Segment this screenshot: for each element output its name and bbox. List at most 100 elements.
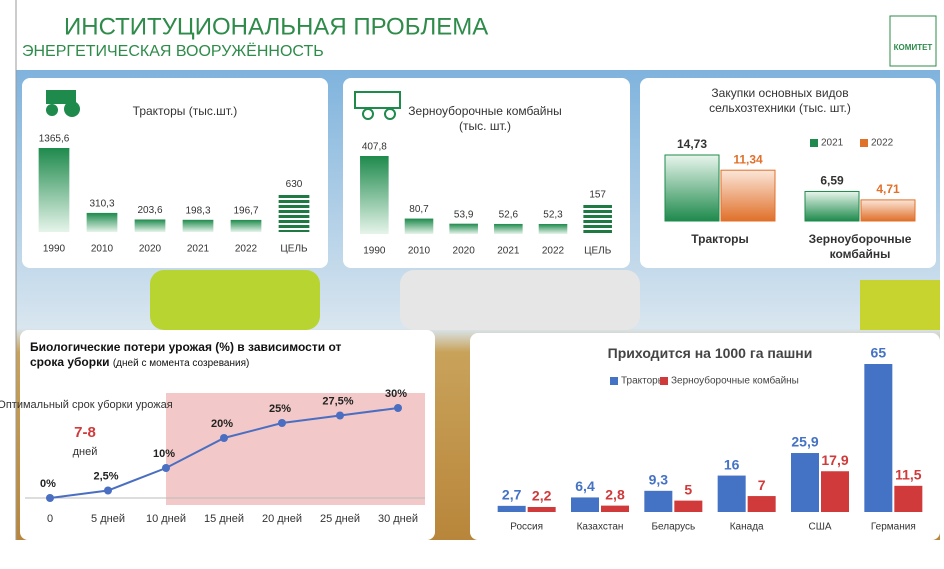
legend-swatch <box>860 139 868 147</box>
logo-text: КОМИТЕТ <box>894 43 933 52</box>
page-title: ИНСТИТУЦИОНАЛЬНАЯ ПРОБЛЕМА <box>64 13 488 40</box>
value-label: 14,73 <box>677 137 707 151</box>
value-label: 9,3 <box>649 472 669 488</box>
value-label: 203,6 <box>137 205 162 216</box>
x-tick-label: 2010 <box>408 246 431 257</box>
x-tick-label: 25 дней <box>320 513 360 525</box>
bar <box>894 485 923 512</box>
annotation: Оптимальный срок уборки урожая <box>0 399 173 411</box>
bar <box>571 497 599 512</box>
x-tick-label: Россия <box>510 522 543 533</box>
x-tick-label: 2020 <box>453 246 476 257</box>
chart-title: Приходится на 1000 га пашни <box>607 345 813 361</box>
x-tick-label: США <box>808 522 831 533</box>
value-label: 5 <box>684 481 692 497</box>
bar <box>860 199 916 222</box>
legend-label: 2022 <box>871 138 894 149</box>
value-label: 2,2 <box>532 488 552 504</box>
x-tick-label: 0 <box>47 513 53 525</box>
value-label: 310,3 <box>89 199 114 210</box>
bar <box>278 193 310 232</box>
x-tick-label: 5 дней <box>91 513 125 525</box>
legend-swatch <box>660 377 668 385</box>
value-label: 198,3 <box>185 205 210 216</box>
bar <box>182 219 214 232</box>
tractor-shape <box>150 270 320 330</box>
bar <box>38 148 70 232</box>
value-label: 17,9 <box>821 452 848 468</box>
value-label: 7 <box>758 477 766 493</box>
bar <box>583 203 612 234</box>
tractor-shape <box>860 280 940 330</box>
value-label: 25,9 <box>791 434 818 450</box>
x-tick-label: ЦЕЛЬ <box>584 246 612 257</box>
point <box>162 464 170 472</box>
bar <box>404 218 434 234</box>
x-tick-label: 2020 <box>139 244 162 255</box>
value-label: 52,3 <box>543 210 563 221</box>
highlight-region <box>166 393 425 505</box>
bar <box>747 496 776 512</box>
logo <box>889 15 937 67</box>
point <box>46 494 54 502</box>
point <box>336 411 344 420</box>
value-label: 1365,6 <box>39 134 70 145</box>
x-tick-label: Германия <box>871 522 916 533</box>
point <box>394 404 402 412</box>
page-subtitle: ЭНЕРГЕТИЧЕСКАЯ ВООРУЖЁННОСТЬ <box>22 42 324 60</box>
value-label: 630 <box>286 179 303 190</box>
x-tick-label: Тракторы <box>691 232 749 246</box>
value-label: 407,8 <box>362 142 387 153</box>
value-label: 11,34 <box>733 152 763 166</box>
value-label: 20% <box>211 418 233 430</box>
x-tick-label: 10 дней <box>146 513 186 525</box>
bar <box>494 223 523 234</box>
value-label: 53,9 <box>454 209 474 220</box>
x-tick-label: 2021 <box>497 246 520 257</box>
bar <box>664 154 720 222</box>
value-label: 10% <box>153 448 175 460</box>
bar <box>864 364 893 512</box>
bar <box>644 490 673 512</box>
bar <box>538 223 568 234</box>
value-label: 80,7 <box>409 204 429 215</box>
bar <box>791 453 819 512</box>
point <box>278 419 286 427</box>
x-tick-label: 1990 <box>43 244 66 255</box>
bar <box>497 505 526 512</box>
chart-title: Зерноуборочные комбайны (тыс. шт.) <box>408 104 562 133</box>
combine-shape <box>400 270 640 330</box>
bar <box>527 506 556 512</box>
x-tick-label: 2022 <box>542 246 565 257</box>
tractor-icon <box>46 90 80 117</box>
combine-icon <box>354 91 401 120</box>
legend-label: Тракторы <box>621 376 665 387</box>
legend-swatch <box>810 139 818 147</box>
value-label: 196,7 <box>233 206 258 217</box>
x-tick-label: 1990 <box>363 246 386 257</box>
bar <box>449 223 478 234</box>
chart-title: Тракторы (тыс.шт.) <box>132 104 238 118</box>
value-label: 25% <box>269 403 291 415</box>
x-tick-label: 2022 <box>235 244 258 255</box>
bar <box>360 156 389 234</box>
point <box>220 434 228 442</box>
annotation: 7-8 <box>74 424 96 441</box>
bar <box>720 169 776 222</box>
bar <box>674 500 703 512</box>
x-tick-label: 2010 <box>91 244 114 255</box>
bar <box>134 219 166 232</box>
value-label: 65 <box>871 345 887 361</box>
bar <box>601 505 629 512</box>
chart-subtitle: (дней с момента созревания) <box>112 358 250 369</box>
x-tick-label: 15 дней <box>204 513 244 525</box>
bar <box>717 475 746 512</box>
legend-label: Зерноуборочные комбайны <box>671 375 799 387</box>
bar <box>804 190 860 222</box>
value-label: 2,5% <box>93 470 118 482</box>
value-label: 157 <box>589 190 606 201</box>
chart-title: Биологические потери урожая (%) в зависи… <box>30 340 350 371</box>
value-label: 52,6 <box>499 210 519 221</box>
